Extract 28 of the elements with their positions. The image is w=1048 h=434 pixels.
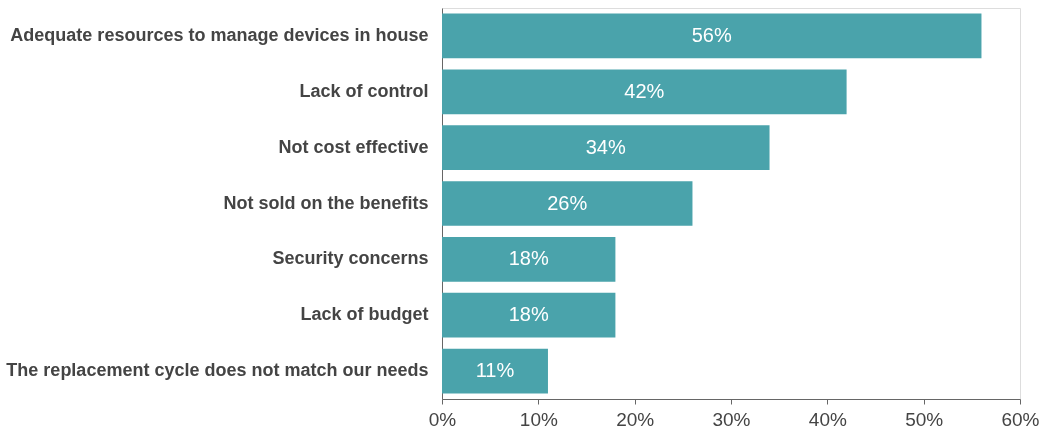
data-label: 34%: [585, 135, 626, 158]
bar: [442, 348, 548, 394]
y-tick-label: Security concerns: [272, 248, 429, 269]
data-label: 18%: [508, 247, 549, 270]
data-label: 18%: [508, 303, 549, 326]
bar: [442, 69, 847, 115]
x-tick-label: 20%: [616, 408, 655, 430]
x-tick-label: 30%: [712, 408, 751, 430]
bar: [442, 181, 693, 226]
x-tick-label: 0%: [428, 408, 457, 430]
bar: [442, 237, 616, 282]
data-label: 11%: [475, 359, 515, 382]
x-tick-label: 60%: [1001, 408, 1040, 430]
bar: [442, 125, 770, 170]
x-tick-label: 50%: [905, 408, 944, 430]
x-tick-label: 10%: [519, 408, 558, 430]
bar: [442, 292, 616, 338]
y-tick-label: Lack of budget: [300, 304, 429, 325]
x-tick-label: 40%: [808, 408, 847, 430]
data-label: 56%: [691, 23, 732, 46]
data-label: 26%: [547, 191, 588, 214]
bar: [442, 13, 982, 59]
y-tick-label: Not sold on the benefits: [223, 192, 429, 213]
y-tick-label: Adequate resources to manage devices in house: [10, 24, 429, 45]
y-tick-label: Lack of control: [299, 80, 429, 101]
data-label: 42%: [624, 79, 665, 102]
y-tick-label: Not cost effective: [278, 136, 429, 157]
y-tick-label: The replacement cycle does not match our needs: [6, 360, 429, 381]
